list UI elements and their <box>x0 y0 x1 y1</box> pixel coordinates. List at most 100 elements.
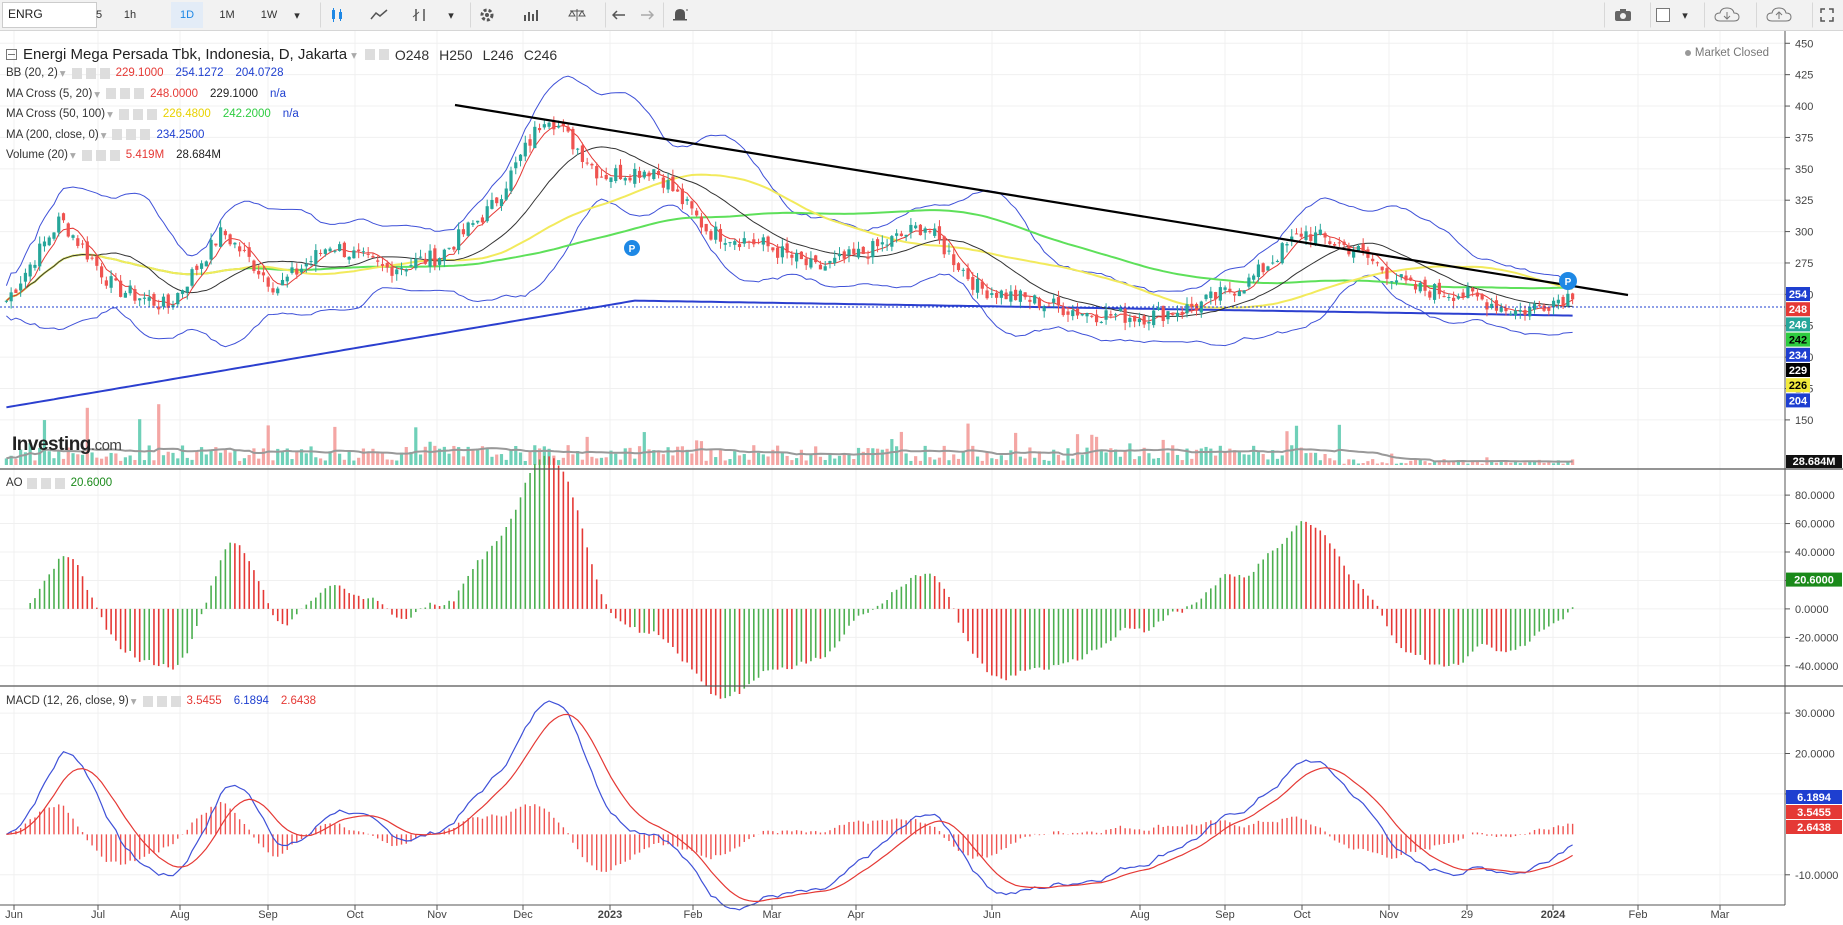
candle-body <box>914 225 918 229</box>
candle-body <box>780 246 784 258</box>
indicator-dropdown-icon[interactable]: ▾ <box>59 68 66 80</box>
indicators-icon[interactable] <box>514 2 548 28</box>
volume-bar <box>576 451 580 465</box>
volume-bar <box>1561 463 1565 465</box>
alert-bell-icon[interactable] <box>663 2 697 28</box>
volume-bar <box>942 445 946 465</box>
layout-icon[interactable] <box>1650 2 1676 28</box>
collapse-icon[interactable] <box>6 49 17 60</box>
volume-bar <box>57 450 61 465</box>
volume-bar <box>618 459 623 465</box>
candle-body <box>4 300 8 302</box>
candle-body <box>604 175 608 180</box>
candle-body <box>299 268 304 273</box>
candle-body <box>1190 303 1194 308</box>
candle-body <box>742 238 746 244</box>
candle-body <box>1571 293 1575 300</box>
indicator-controls-icon[interactable] <box>106 88 145 99</box>
volume-bar <box>1128 443 1132 465</box>
indicator-dropdown-icon[interactable]: ▾ <box>70 150 76 162</box>
title-dropdown-icon[interactable]: ▾ <box>351 49 357 62</box>
x-tick-label: Apr <box>847 909 864 921</box>
indicator-dropdown-icon[interactable]: ▾ <box>107 109 113 121</box>
indicator-controls-icon[interactable] <box>118 108 157 120</box>
volume-bar <box>1447 462 1451 465</box>
candle-body <box>466 222 470 236</box>
interval-1d[interactable]: 1D <box>171 2 203 28</box>
macd-dropdown-icon[interactable]: ▾ <box>130 696 137 708</box>
volume-bar <box>1523 462 1527 465</box>
macd-legend-controls-icon[interactable] <box>142 695 181 707</box>
volume-bar <box>595 458 599 465</box>
candle-body <box>266 277 270 287</box>
volume-bar <box>1066 448 1070 465</box>
cloud-load-icon[interactable] <box>1704 2 1750 28</box>
volume-bar <box>914 456 918 465</box>
series-controls-icon[interactable] <box>364 49 389 60</box>
redo-icon[interactable] <box>633 2 661 28</box>
candle-body <box>476 220 480 223</box>
compare-dropdown-icon[interactable]: ▾ <box>448 9 454 22</box>
fullscreen-icon[interactable] <box>1812 2 1842 28</box>
candle-body <box>837 253 842 257</box>
compare-icon[interactable] <box>404 2 438 28</box>
volume-bar <box>1242 454 1246 465</box>
candle-body <box>1437 282 1441 295</box>
volume-bar <box>1166 452 1170 465</box>
candle-body <box>1114 314 1118 316</box>
candle-body <box>1313 232 1318 245</box>
volume-bar <box>1494 462 1499 465</box>
balance-scale-icon[interactable] <box>560 2 594 28</box>
indicator-dropdown-icon[interactable]: ▾ <box>94 88 101 101</box>
candle-body <box>1090 315 1094 317</box>
candle-body <box>1018 290 1022 302</box>
undo-icon[interactable] <box>605 2 633 28</box>
volume-bar <box>47 451 51 465</box>
volume-bar <box>1123 451 1127 465</box>
x-tick-label: Dec <box>513 909 533 921</box>
indicator-controls-icon[interactable] <box>112 129 151 140</box>
volume-bar <box>528 450 532 465</box>
indicator-dropdown-icon[interactable]: ▾ <box>100 129 107 142</box>
p-marker-1[interactable]: P <box>624 240 640 256</box>
candle-body <box>1466 287 1470 298</box>
volume-bar <box>680 446 684 465</box>
candle-body <box>285 276 289 282</box>
p-marker-2[interactable]: P <box>1559 272 1577 290</box>
candle-body <box>1042 306 1046 312</box>
last-value-box <box>1786 332 1810 347</box>
candle-body <box>380 264 385 266</box>
indicator-controls-icon[interactable] <box>81 149 120 161</box>
candle-body <box>1147 321 1151 324</box>
interval-5[interactable]: 5 <box>95 9 103 21</box>
grid <box>0 31 1785 905</box>
candle-body <box>609 177 613 182</box>
symbol-input[interactable]: ENRG <box>2 2 97 28</box>
price-chart[interactable]: P P 150175200225250275300325350375400425… <box>0 31 1843 925</box>
settings-gear-icon[interactable] <box>470 2 504 28</box>
layout-dropdown-icon[interactable]: ▾ <box>1682 9 1688 22</box>
volume-bar <box>1156 457 1161 465</box>
y-tick-label: 0.0000 <box>1795 604 1829 616</box>
candlestick-type-icon[interactable] <box>320 2 354 28</box>
interval-1w[interactable]: 1W <box>260 9 278 21</box>
ao-legend-controls-icon[interactable] <box>26 477 65 489</box>
camera-icon[interactable] <box>1604 2 1642 28</box>
indicator-name: MA Cross (5, 20) <box>6 87 93 100</box>
candle-body <box>1099 321 1103 323</box>
volume-bar <box>923 445 927 465</box>
candle-body <box>233 242 237 245</box>
line-chart-icon[interactable] <box>362 2 396 28</box>
candle-body <box>1133 315 1137 322</box>
volume-bar <box>1147 453 1151 465</box>
volume-bar <box>1194 449 1199 465</box>
trend-line[interactable] <box>454 103 1629 297</box>
interval-1m[interactable]: 1M <box>219 9 235 21</box>
interval-1h[interactable]: 1h <box>123 9 137 21</box>
x-tick-label: Feb <box>684 909 703 921</box>
candle-body <box>1513 310 1518 316</box>
indicator-controls-icon[interactable] <box>71 67 110 79</box>
cloud-save-icon[interactable] <box>1756 2 1802 28</box>
interval-dropdown-icon[interactable]: ▾ <box>294 9 300 22</box>
volume-bar <box>185 457 189 465</box>
